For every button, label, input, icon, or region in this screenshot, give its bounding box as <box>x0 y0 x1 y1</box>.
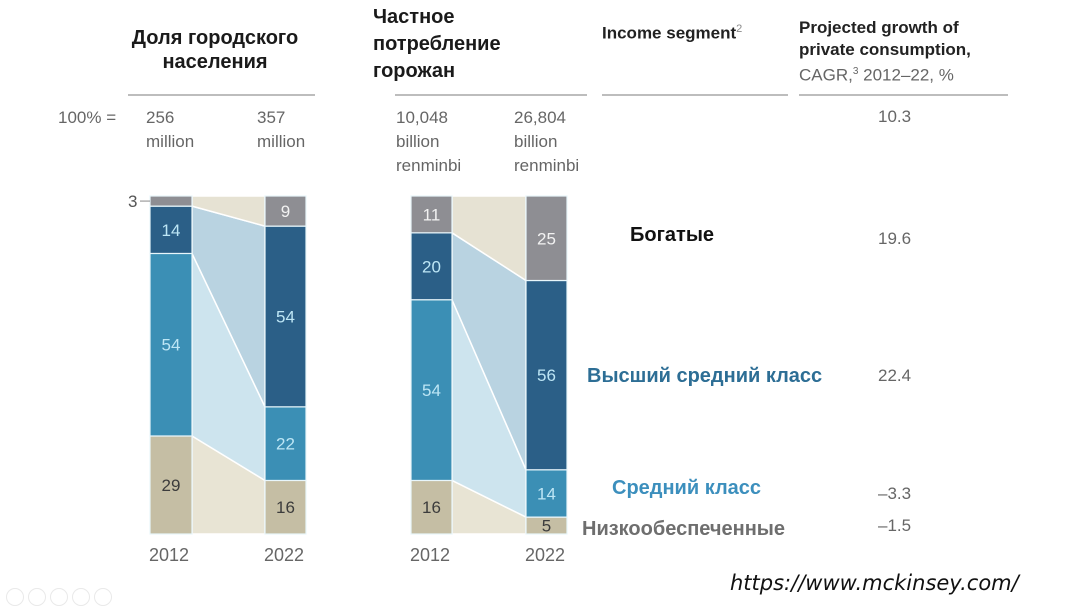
total-unit2: renminbi <box>396 156 462 175</box>
source-url[interactable]: https://www.mckinsey.com/ <box>730 571 1019 595</box>
totals-label: 100% = <box>58 108 117 127</box>
bar-segment-upper <box>149 205 193 255</box>
divider-growth <box>799 94 1008 96</box>
total-pop-2012: 256 million <box>146 106 194 154</box>
segment-label-low-income: Низкообеспеченные <box>582 518 785 540</box>
total-value: 357 <box>257 108 286 127</box>
cagr-footnote: 3 <box>852 66 859 77</box>
bar-value-label: 54 <box>162 336 181 355</box>
bar-value-label: 29 <box>162 476 181 495</box>
bar-segment-poor <box>410 479 453 535</box>
cagr-low-income: –1.5 <box>878 516 912 535</box>
year-label-pop-2022: 2022 <box>264 545 305 565</box>
control-icon[interactable] <box>6 588 24 606</box>
cagr-label: CAGR, <box>799 65 853 85</box>
bar-value-label: 25 <box>537 229 556 248</box>
bar-segment-wealthy <box>264 195 307 227</box>
bar-segment-wealthy <box>410 195 453 234</box>
bar-value-label: 16 <box>422 498 441 517</box>
total-unit: billion <box>514 132 558 151</box>
bar-value-label: 54 <box>276 307 295 326</box>
year-label-cons-2022: 2022 <box>525 545 566 565</box>
bar-value-label-outside: 3 <box>128 192 137 211</box>
cagr-middle: –3.3 <box>878 484 912 503</box>
segment-label-upper-middle: Высший средний класс <box>587 365 823 387</box>
urban-population-title: Доля городского населения <box>131 27 299 73</box>
bar-segment-wealthy <box>149 195 193 207</box>
bar-segment-mass <box>410 299 453 482</box>
projected-growth-line2: private consumption, <box>799 40 971 59</box>
control-icon[interactable] <box>50 588 68 606</box>
year-label-pop-2012: 2012 <box>149 545 190 565</box>
control-icon[interactable] <box>28 588 46 606</box>
bar-value-label: 11 <box>423 205 441 224</box>
total-pop-2022: 357 million <box>257 106 305 154</box>
divider-consumption <box>395 94 587 96</box>
income-segment-footnote: 2 <box>736 23 743 35</box>
bar-value-label: 56 <box>537 366 556 385</box>
income-segment-header: Income segment2 <box>602 18 752 45</box>
projected-growth-header: Projected growth of private consumption,… <box>799 17 1029 87</box>
bar-segment-upper <box>264 225 307 408</box>
projected-growth-line1: Projected growth of <box>799 18 959 37</box>
cagr-period: 2012–22, % <box>858 65 954 85</box>
control-icon[interactable] <box>94 588 112 606</box>
divider-segment <box>602 94 788 96</box>
bar-segment-wealthy <box>525 195 568 282</box>
control-icon[interactable] <box>72 588 90 606</box>
player-controls <box>6 588 112 606</box>
income-segment-text: Income segment <box>602 23 737 43</box>
bar-segment-mass <box>264 406 307 482</box>
cagr-upper-middle: 22.4 <box>878 366 912 385</box>
bar-value-label: 22 <box>276 435 295 454</box>
bar-segment-upper <box>525 279 568 471</box>
total-unit: million <box>257 132 306 151</box>
bar-value-label: 20 <box>422 257 441 276</box>
bar-value-label: 9 <box>281 202 290 221</box>
bar-value-label: 5 <box>542 517 551 536</box>
bar-value-label: 14 <box>537 484 556 503</box>
cagr-wealthy: 19.6 <box>878 229 912 248</box>
total-value: 10,048 <box>396 108 448 127</box>
cagr-subtitle: CAGR,3 2012–22, % <box>799 61 1029 87</box>
year-label-cons-2012: 2012 <box>410 545 451 565</box>
total-cons-2022: 26,804 billion renminbi <box>514 106 579 178</box>
total-unit: million <box>146 132 195 151</box>
total-cagr: 10.3 <box>878 107 912 126</box>
segment-label-middle: Средний класс <box>612 477 762 499</box>
bar-value-label: 14 <box>162 221 181 240</box>
bar-value-label: 54 <box>422 381 441 400</box>
divider-population <box>128 94 315 96</box>
bar-segment-poor <box>149 435 193 535</box>
total-value: 256 <box>146 108 175 127</box>
total-cons-2012: 10,048 billion renminbi <box>396 106 461 178</box>
bar-segment-upper <box>410 232 453 301</box>
total-value: 26,804 <box>514 108 566 127</box>
total-unit: billion <box>396 132 440 151</box>
segment-label-wealthy: Богатые <box>630 224 715 246</box>
total-unit2: renminbi <box>514 156 580 175</box>
urban-consumption-title: Частное потребление горожан <box>373 6 501 82</box>
bar-segment-mass <box>525 469 568 518</box>
bar-value-label: 16 <box>276 498 295 517</box>
